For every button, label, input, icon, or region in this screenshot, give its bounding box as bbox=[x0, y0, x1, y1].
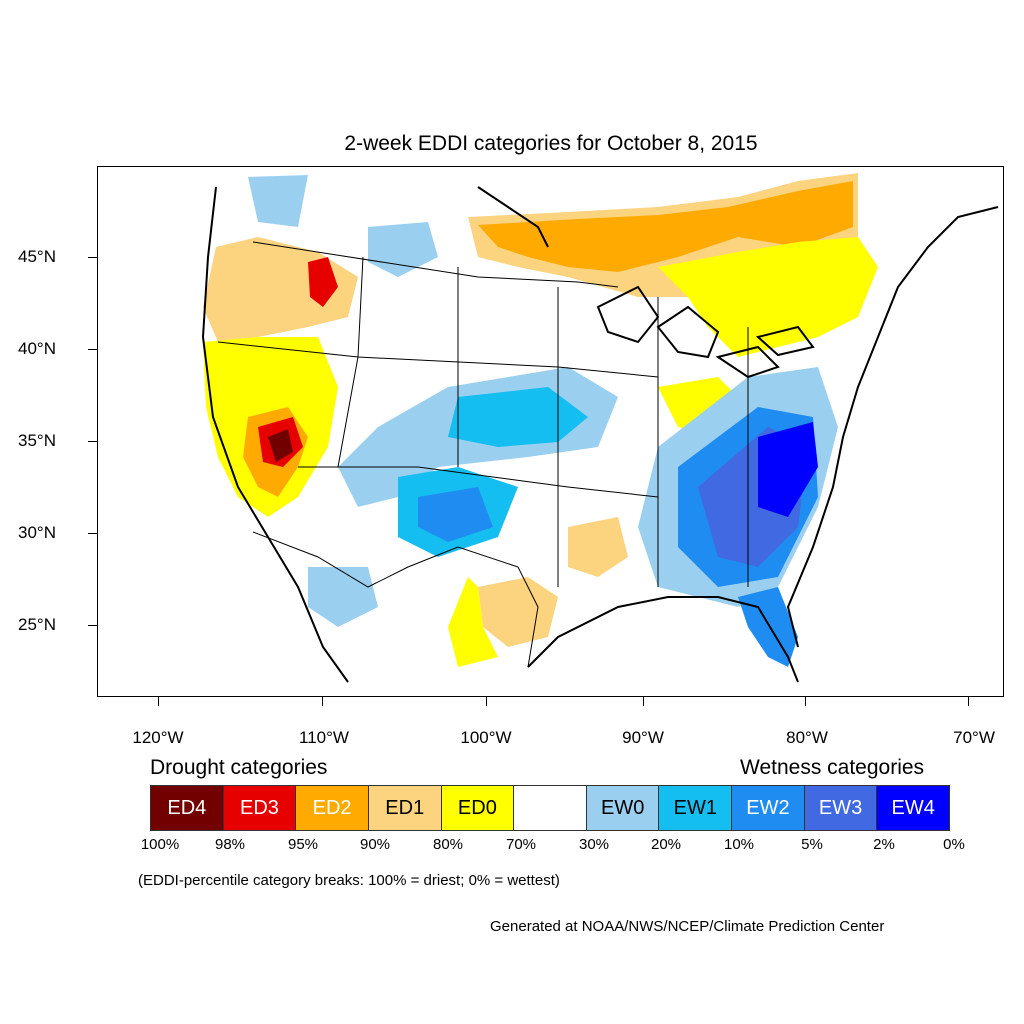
lat-label: 45°N bbox=[18, 247, 56, 266]
lon-label: 100°W bbox=[460, 728, 512, 747]
wetness-heading: Wetness categories bbox=[740, 756, 925, 779]
lat-label: 25°N bbox=[18, 615, 56, 634]
lon-tick bbox=[158, 697, 159, 706]
lon-label: 80°W bbox=[786, 728, 828, 747]
lon-tick bbox=[322, 697, 323, 706]
lat-tick bbox=[88, 533, 97, 534]
florida-ew2 bbox=[738, 587, 798, 667]
percentile-label: 10% bbox=[723, 836, 755, 853]
boundaries bbox=[217, 241, 749, 668]
eddi-map bbox=[201, 173, 999, 683]
lon-tick bbox=[968, 697, 969, 706]
percentile-label: 70% bbox=[505, 836, 537, 853]
idaho-ed3 bbox=[308, 257, 338, 307]
lon-tick bbox=[643, 697, 644, 706]
drought-layer bbox=[203, 173, 878, 667]
map-panel bbox=[97, 166, 1004, 697]
percentile-label: 80% bbox=[432, 836, 464, 853]
lat-label: 40°N bbox=[18, 339, 56, 358]
legend-cell-ed0: ED0 bbox=[441, 786, 515, 830]
legend-cell-ed4: ED4 bbox=[151, 786, 224, 830]
texas-ed1 bbox=[478, 577, 558, 647]
texas-ed0 bbox=[448, 577, 498, 667]
louisiana-ed1 bbox=[568, 517, 628, 577]
legend-cell-ed1: ED1 bbox=[368, 786, 442, 830]
northwest-ew0 bbox=[248, 175, 308, 227]
percentile-label: 2% bbox=[873, 836, 895, 853]
percentile-label: 98% bbox=[214, 836, 246, 853]
credit-line: Generated at NOAA/NWS/NCEP/Climate Predi… bbox=[490, 918, 885, 935]
percentile-label: 20% bbox=[650, 836, 682, 853]
drought-heading: Drought categories bbox=[150, 756, 328, 779]
coastline bbox=[201, 186, 999, 683]
lat-tick bbox=[88, 257, 97, 258]
northern-tier-ed2 bbox=[478, 181, 853, 272]
percentile-label: 5% bbox=[801, 836, 823, 853]
carolinas-ew4 bbox=[758, 422, 818, 517]
percentile-label: 0% bbox=[943, 836, 965, 853]
legend-cell-ed2: ED2 bbox=[296, 786, 369, 830]
lat-tick bbox=[88, 441, 97, 442]
legend-cell-neutral bbox=[514, 786, 587, 830]
category-note: (EDDI-percentile category breaks: 100% =… bbox=[138, 872, 560, 889]
lon-tick bbox=[805, 697, 806, 706]
mexico-ew0 bbox=[308, 567, 378, 627]
percentile-label: 90% bbox=[359, 836, 391, 853]
plains-ew1 bbox=[448, 387, 588, 447]
southern-plains-ew2 bbox=[418, 487, 493, 542]
legend-cell-ew0: EW0 bbox=[586, 786, 660, 830]
percentile-label: 30% bbox=[578, 836, 610, 853]
nevada-ed4 bbox=[268, 429, 293, 462]
wetness-layer bbox=[248, 175, 838, 667]
percentile-label: 95% bbox=[287, 836, 319, 853]
percentile-label: 100% bbox=[140, 836, 180, 853]
legend-cell-ew2: EW2 bbox=[732, 786, 805, 830]
lon-label: 70°W bbox=[953, 728, 995, 747]
lon-label: 110°W bbox=[299, 728, 349, 747]
lon-label: 120°W bbox=[132, 728, 184, 747]
legend-cell-ew4: EW4 bbox=[877, 786, 950, 830]
legend-cell-ed3: ED3 bbox=[223, 786, 297, 830]
category-legend: ED4 ED3 ED2 ED1 ED0 EW0 EW1 EW2 EW3 EW4 bbox=[150, 785, 950, 831]
legend-cell-ew1: EW1 bbox=[659, 786, 733, 830]
lon-label: 90°W bbox=[622, 728, 664, 747]
lat-tick bbox=[88, 625, 97, 626]
lat-label: 30°N bbox=[18, 523, 56, 542]
lat-tick bbox=[88, 349, 97, 350]
lat-label: 35°N bbox=[18, 431, 56, 450]
lon-tick bbox=[486, 697, 487, 706]
montana-ew0 bbox=[368, 222, 438, 277]
map-title: 2-week EDDI categories for October 8, 20… bbox=[344, 132, 758, 155]
legend-cell-ew3: EW3 bbox=[804, 786, 878, 830]
